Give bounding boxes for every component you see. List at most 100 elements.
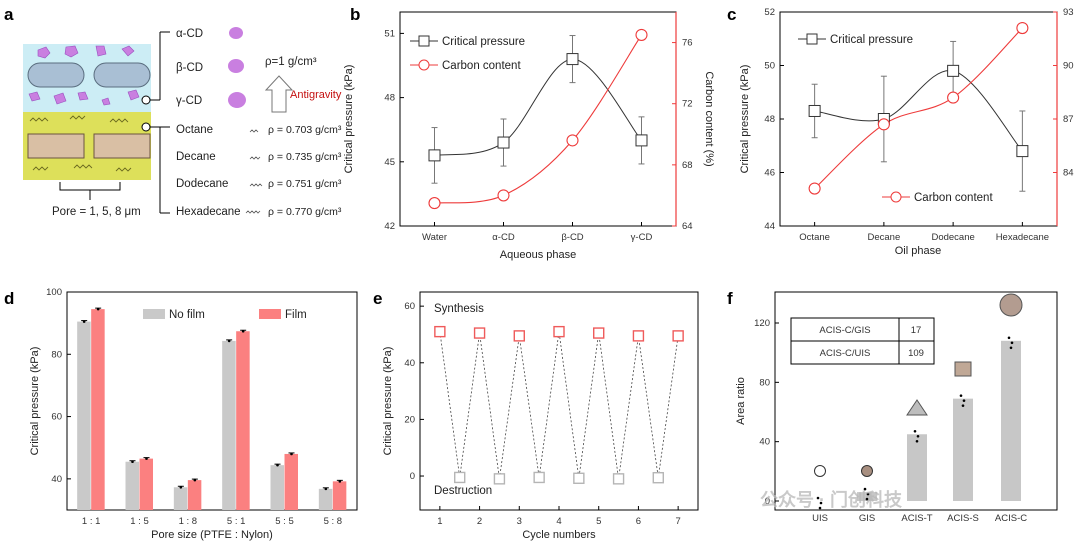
data-dot — [241, 329, 245, 333]
annotation-synthesis: Synthesis — [434, 303, 484, 315]
oil-callout-dot — [141, 122, 151, 132]
cd-particle — [37, 46, 51, 59]
data-dot — [1009, 346, 1013, 350]
data-dot — [865, 497, 869, 501]
y-tick-label: 44 — [764, 221, 775, 232]
x-tick-label: 7 — [675, 516, 680, 527]
carbon-point — [566, 134, 579, 147]
alkane-chain — [29, 117, 49, 122]
legend: Critical pressure Carbon content — [798, 33, 993, 204]
x-tick-label: 5 : 1 — [227, 516, 246, 527]
pressure-curve — [434, 58, 642, 156]
x-tick-label: GIS — [859, 513, 875, 524]
membrane-pill-right — [93, 62, 151, 88]
synthesis-point — [672, 330, 684, 342]
data-dot — [227, 339, 231, 343]
cd-particle — [101, 97, 111, 106]
oil-name-octane: Octane — [176, 124, 213, 136]
x-tick-label: 1 : 5 — [130, 516, 149, 527]
legend-square-icon — [418, 35, 430, 47]
data-dot — [1007, 336, 1011, 340]
ratio-label-uis: ACIS-C/UIS — [820, 348, 871, 359]
bar — [953, 398, 973, 501]
x-tick-label: Water — [422, 232, 447, 243]
y-tick-label: 80 — [51, 349, 62, 360]
x-tick-label: 2 — [477, 516, 482, 527]
chart-marks: 42 45 48 51 64 68 72 76 Water α-CD β-CD γ-CD — [384, 28, 692, 243]
data-dot — [82, 320, 86, 323]
acis-s-square-icon — [954, 361, 972, 377]
y2-tick-label: 72 — [682, 99, 693, 110]
bar — [284, 453, 298, 510]
data-dot — [863, 487, 867, 491]
x-tick-label: 6 — [636, 516, 641, 527]
chart-marks: 0 20 40 60 1 2 3 4 5 6 7 — [404, 301, 684, 527]
data-dot — [338, 480, 342, 483]
watermark: 公众号 · 门创科技 — [760, 489, 903, 510]
acis-t-triangle-icon — [906, 399, 928, 416]
panel-label-c: c — [727, 5, 736, 24]
bar — [318, 488, 333, 510]
x-tick-label: 1 : 1 — [82, 516, 101, 527]
destruction-point — [454, 471, 466, 484]
y-tick-label: 0 — [410, 471, 415, 482]
acis-c-circle-icon — [999, 293, 1023, 317]
bar — [222, 340, 236, 510]
x-tick-label: Dodecane — [931, 232, 974, 243]
data-dot — [816, 496, 820, 500]
x-tick-label: ACIS-S — [947, 513, 979, 524]
ratio-label-gis: ACIS-C/GIS — [819, 325, 870, 336]
carbon-point — [808, 182, 821, 195]
data-dot — [913, 429, 917, 433]
panel-b: b 42 45 48 51 64 68 72 76 Water α-CD β-CD γ-CD Crit… — [343, 5, 715, 261]
x-tick-label: 5 : 8 — [324, 516, 343, 527]
hexadecane-chain-icon — [245, 210, 261, 214]
bar — [236, 331, 250, 510]
bar — [907, 434, 927, 501]
oil-name-dodecane: Dodecane — [176, 178, 228, 190]
y2-tick-label: 64 — [682, 221, 693, 232]
data-dot — [324, 487, 328, 491]
y-tick-label: 100 — [46, 287, 62, 298]
x-tick-label: Hexadecane — [996, 232, 1049, 243]
aqueous-species-gamma: γ-CD — [176, 95, 202, 107]
bar — [77, 321, 91, 510]
x-tick-label: Decane — [868, 232, 901, 243]
x-axis-label: Cycle numbers — [522, 529, 596, 541]
x-tick-label: 1 : 8 — [179, 516, 198, 527]
pressure-point — [947, 64, 960, 77]
pressure-point — [808, 104, 821, 117]
y2-tick-label: 68 — [682, 160, 693, 171]
legend-critical-pressure: Critical pressure — [442, 36, 525, 48]
data-dot — [959, 394, 963, 397]
cd-particle — [53, 92, 67, 105]
panel-d: d 40 60 80 100 1 : 1 1 : 5 1 : 8 5 : 1 5 : 5 5 : … — [4, 287, 358, 541]
data-dot — [179, 485, 183, 489]
cd-particle — [64, 45, 79, 58]
data-dot — [915, 439, 919, 443]
oil-density-decane: ρ = 0.735 g/cm³ — [268, 151, 342, 163]
gis-circle-icon — [861, 465, 873, 477]
cd-particle — [95, 45, 107, 57]
data-dot — [145, 457, 148, 460]
pore-bracket — [59, 182, 121, 200]
pressure-point — [1016, 145, 1029, 158]
y-tick-label: 80 — [759, 377, 770, 388]
y-tick-label: 52 — [764, 7, 775, 18]
destruction-point — [652, 472, 664, 484]
x-tick-label: ACIS-C — [995, 513, 1027, 524]
synthesis-point — [434, 325, 446, 338]
antigravity-arrow-icon — [264, 75, 294, 113]
alpha-cd-icon — [229, 27, 243, 39]
x-tick-label: 5 : 5 — [275, 516, 294, 527]
data-dot — [961, 404, 965, 407]
data-dot — [818, 506, 822, 510]
panel-label-d: d — [4, 289, 14, 308]
y-tick-label: 60 — [51, 412, 62, 423]
carbon-point — [1016, 21, 1029, 35]
y-tick-label: 48 — [384, 93, 395, 104]
carbon-point — [877, 118, 890, 131]
y-tick-label: 40 — [404, 358, 415, 369]
destruction-point — [493, 473, 506, 485]
synthesis-point — [593, 327, 605, 339]
